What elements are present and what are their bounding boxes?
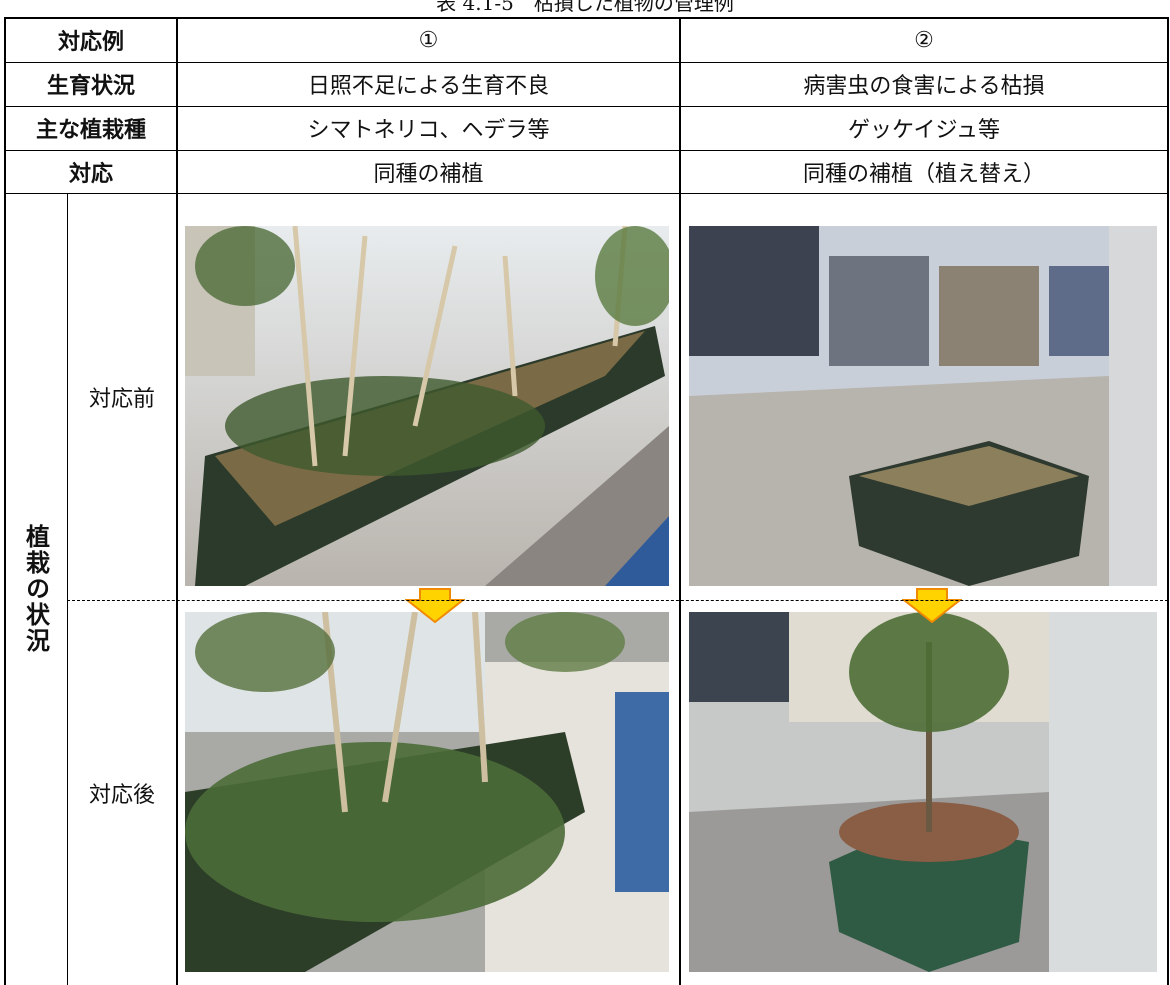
header-cell: 対応例 bbox=[57, 30, 124, 55]
dashed-rule bbox=[67, 600, 1168, 601]
header-cell: ① bbox=[418, 27, 439, 53]
rule bbox=[679, 18, 681, 985]
cell: 病害虫の食害による枯損 bbox=[803, 74, 1045, 99]
row-label: 主な植栽種 bbox=[35, 118, 146, 143]
arrow-icon bbox=[902, 588, 962, 624]
sub-label: 対応後 bbox=[88, 782, 155, 808]
cell: 日照不足による生育不良 bbox=[307, 74, 550, 99]
cell: 同種の補植 bbox=[373, 161, 484, 187]
border bbox=[4, 17, 1169, 19]
rule bbox=[5, 62, 1168, 63]
header-cell: ② bbox=[914, 27, 934, 53]
border bbox=[1167, 17, 1169, 985]
rule bbox=[5, 193, 1168, 194]
rule bbox=[67, 193, 68, 985]
rule bbox=[176, 18, 178, 985]
photo-after-1 bbox=[185, 612, 669, 972]
cell: ゲッケイジュ等 bbox=[847, 118, 1001, 143]
section-label: 植栽の状況 bbox=[21, 524, 50, 654]
photo-before-1 bbox=[185, 226, 669, 586]
photo-before-2 bbox=[689, 226, 1157, 586]
row-label: 対応 bbox=[68, 161, 113, 187]
cell: 同種の補植（植え替え） bbox=[802, 161, 1045, 187]
rule bbox=[5, 106, 1168, 107]
table-title: 表 4.1-5 枯損した植物の管理例 bbox=[436, 0, 734, 15]
cell: シマトネリコ、ヘデラ等 bbox=[307, 118, 550, 143]
border bbox=[4, 17, 6, 985]
arrow-icon bbox=[405, 588, 465, 624]
photo-after-2 bbox=[689, 612, 1157, 972]
row-label: 生育状況 bbox=[46, 74, 135, 99]
sub-label: 対応前 bbox=[88, 386, 155, 412]
rule bbox=[5, 150, 1168, 151]
